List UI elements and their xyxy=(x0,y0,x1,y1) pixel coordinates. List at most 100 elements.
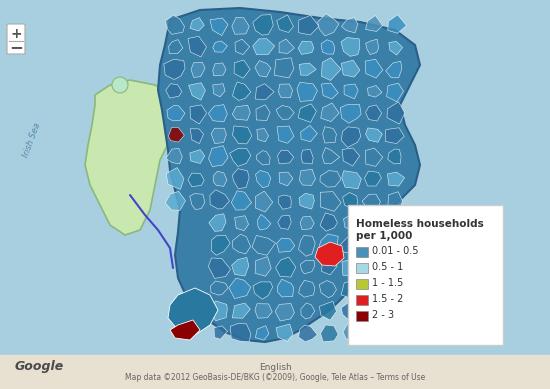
Polygon shape xyxy=(298,104,316,122)
Polygon shape xyxy=(301,125,317,142)
Polygon shape xyxy=(189,83,205,100)
Polygon shape xyxy=(235,216,249,231)
Polygon shape xyxy=(300,260,315,274)
Polygon shape xyxy=(277,238,295,252)
Polygon shape xyxy=(188,173,204,187)
Polygon shape xyxy=(342,127,361,147)
Polygon shape xyxy=(213,63,226,76)
FancyBboxPatch shape xyxy=(7,24,25,54)
Polygon shape xyxy=(213,171,227,186)
Polygon shape xyxy=(341,37,360,56)
Polygon shape xyxy=(213,41,228,52)
Polygon shape xyxy=(321,40,335,54)
Polygon shape xyxy=(318,14,339,36)
Polygon shape xyxy=(229,149,251,166)
Polygon shape xyxy=(229,278,251,298)
Polygon shape xyxy=(365,148,383,166)
Polygon shape xyxy=(232,303,250,318)
Polygon shape xyxy=(366,325,381,344)
Polygon shape xyxy=(366,128,382,142)
Text: Map data ©2012 GeoBasis-DE/BKG (©2009), Google, Tele Atlas – Terms of Use: Map data ©2012 GeoBasis-DE/BKG (©2009), … xyxy=(125,373,425,382)
Polygon shape xyxy=(211,235,230,255)
Bar xyxy=(356,279,368,289)
Polygon shape xyxy=(299,169,316,185)
Polygon shape xyxy=(388,172,405,186)
Polygon shape xyxy=(301,303,315,319)
Polygon shape xyxy=(235,39,250,54)
Polygon shape xyxy=(232,169,249,189)
Polygon shape xyxy=(366,105,382,121)
Text: English: English xyxy=(258,363,292,373)
Polygon shape xyxy=(168,127,184,142)
Polygon shape xyxy=(213,84,225,97)
Text: 2 - 3: 2 - 3 xyxy=(372,310,394,320)
Polygon shape xyxy=(388,149,401,164)
Polygon shape xyxy=(365,303,384,320)
Polygon shape xyxy=(210,18,228,35)
Text: 1 - 1.5: 1 - 1.5 xyxy=(372,278,403,288)
Polygon shape xyxy=(321,103,339,121)
Polygon shape xyxy=(299,280,315,297)
Polygon shape xyxy=(230,324,251,342)
Text: +: + xyxy=(10,27,22,41)
Bar xyxy=(356,295,368,305)
Polygon shape xyxy=(342,148,360,166)
Polygon shape xyxy=(299,193,315,209)
Polygon shape xyxy=(387,83,404,102)
Polygon shape xyxy=(367,236,382,255)
Polygon shape xyxy=(232,17,249,34)
Text: 0.5 - 1: 0.5 - 1 xyxy=(372,262,403,272)
Polygon shape xyxy=(208,258,230,279)
Polygon shape xyxy=(233,126,252,144)
Polygon shape xyxy=(275,303,294,321)
Polygon shape xyxy=(166,168,184,189)
Polygon shape xyxy=(253,39,274,55)
Polygon shape xyxy=(214,326,228,339)
Polygon shape xyxy=(209,214,226,231)
Polygon shape xyxy=(344,84,358,99)
Polygon shape xyxy=(299,236,315,256)
Polygon shape xyxy=(167,105,185,121)
Polygon shape xyxy=(385,128,404,144)
Polygon shape xyxy=(367,86,382,97)
Bar xyxy=(356,263,368,273)
Polygon shape xyxy=(276,257,296,277)
Polygon shape xyxy=(276,105,294,119)
Polygon shape xyxy=(166,84,182,98)
Polygon shape xyxy=(320,171,341,187)
Polygon shape xyxy=(299,15,319,35)
Polygon shape xyxy=(253,282,273,299)
Text: 0.01 - 0.5: 0.01 - 0.5 xyxy=(372,246,419,256)
Polygon shape xyxy=(188,36,206,57)
Polygon shape xyxy=(387,279,404,298)
FancyBboxPatch shape xyxy=(348,205,503,345)
Polygon shape xyxy=(277,126,294,143)
Polygon shape xyxy=(190,105,207,124)
Polygon shape xyxy=(232,191,251,210)
Polygon shape xyxy=(279,172,293,186)
Polygon shape xyxy=(279,195,291,209)
Polygon shape xyxy=(385,322,406,343)
Polygon shape xyxy=(279,39,294,53)
Polygon shape xyxy=(341,60,360,77)
Polygon shape xyxy=(301,150,313,164)
Polygon shape xyxy=(170,320,200,340)
Polygon shape xyxy=(190,129,204,144)
Polygon shape xyxy=(166,15,184,34)
Polygon shape xyxy=(321,83,338,99)
Polygon shape xyxy=(386,255,404,280)
Polygon shape xyxy=(255,326,269,340)
Polygon shape xyxy=(343,324,361,339)
Polygon shape xyxy=(384,235,406,253)
Polygon shape xyxy=(322,147,340,163)
Polygon shape xyxy=(190,194,205,210)
Polygon shape xyxy=(342,171,361,189)
Text: Irish Sea: Irish Sea xyxy=(21,121,42,159)
Polygon shape xyxy=(255,61,271,77)
Polygon shape xyxy=(255,84,274,100)
Polygon shape xyxy=(278,215,291,229)
Polygon shape xyxy=(190,150,205,163)
Circle shape xyxy=(112,77,128,93)
Polygon shape xyxy=(256,151,270,165)
Polygon shape xyxy=(386,61,402,78)
